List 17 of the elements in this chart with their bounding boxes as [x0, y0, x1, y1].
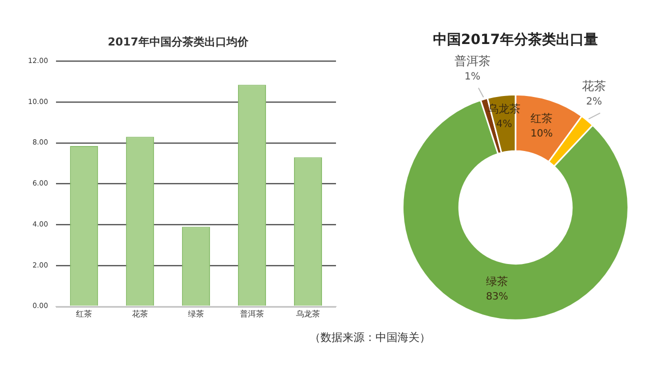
x-tick-label: 绿茶	[188, 309, 204, 318]
data-label: 83%	[486, 292, 508, 303]
slice-label: 普洱茶	[454, 54, 490, 68]
x-tick-label: 红茶	[76, 309, 92, 318]
data-label: 10%	[530, 128, 553, 140]
data-label: 4%	[496, 119, 512, 130]
x-tick-label: 普洱茶	[240, 309, 264, 318]
slice-label: 红茶	[530, 112, 553, 125]
x-tick-label: 乌龙茶	[296, 309, 320, 318]
x-tick-label: 花茶	[132, 309, 148, 318]
slice-label: 绿茶	[486, 274, 508, 288]
data-label: 1%	[464, 72, 480, 83]
text: （数据来源：中国海关）	[308, 330, 432, 345]
chart-title: 中国2017年分茶类出口量	[433, 32, 598, 48]
data-label: 2%	[586, 96, 602, 108]
chart-title: 2017年中国分茶类出口均价	[108, 35, 250, 48]
slice-label: 花茶	[582, 79, 606, 94]
